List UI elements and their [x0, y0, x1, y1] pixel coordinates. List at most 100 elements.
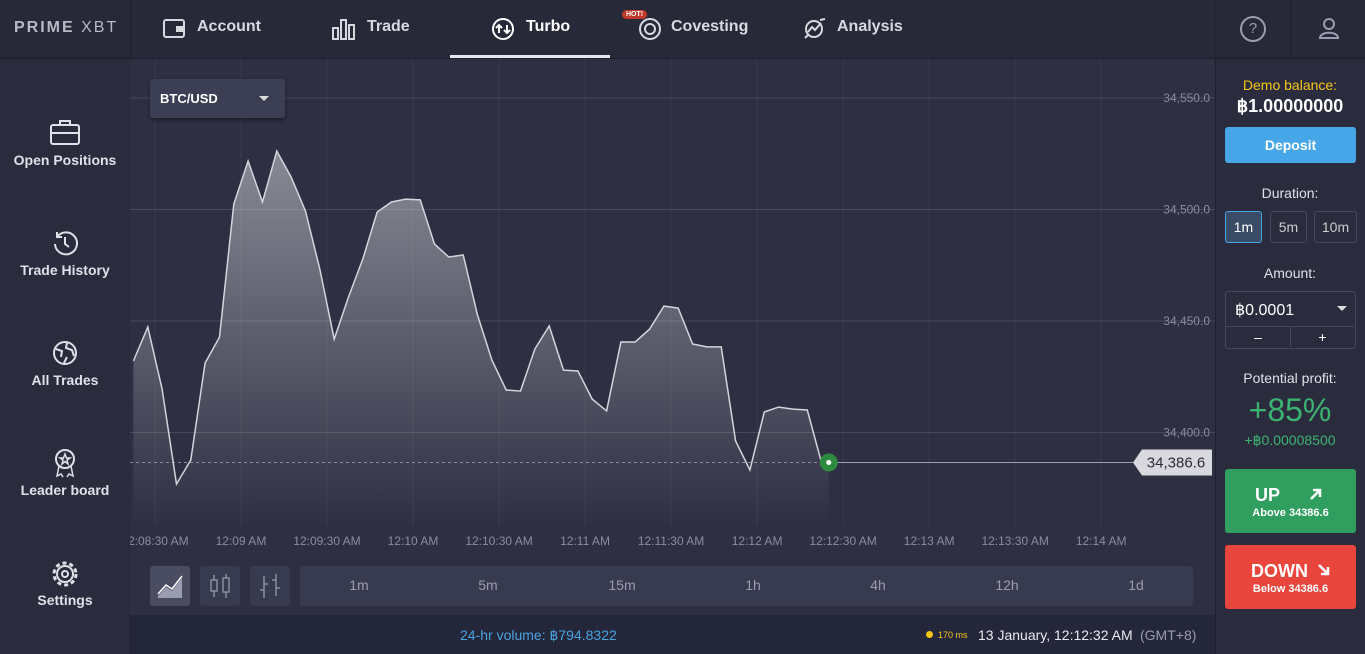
y-tick-label: 34,550.0 — [1163, 91, 1210, 105]
account-icon — [163, 19, 185, 38]
price-line — [132, 149, 829, 487]
logo[interactable]: PRIME XBT — [14, 19, 118, 37]
timeframe[interactable]: 5m — [478, 577, 498, 593]
y-tick-label: 34,500.0 — [1163, 203, 1210, 217]
positions-icon — [50, 120, 80, 145]
x-tick-label: 12:10:30 AM — [465, 534, 532, 548]
chart-type-line[interactable] — [150, 566, 190, 606]
divider — [1290, 327, 1291, 347]
chart-type-candle[interactable] — [200, 566, 240, 606]
balance: ฿1.00000000 — [1236, 96, 1344, 116]
analysis-icon — [804, 18, 826, 39]
tab-trade[interactable]: Trade — [367, 18, 410, 35]
settings-icon — [52, 561, 78, 587]
x-tick-label: 12:09:30 AM — [293, 534, 360, 548]
sidebar-item[interactable]: Open Positions — [13, 152, 117, 168]
candle-icon — [210, 574, 230, 598]
amount-box — [1225, 291, 1356, 349]
tab-analysis[interactable]: Analysis — [837, 18, 903, 35]
down-sub: Below 34386.6 — [1252, 583, 1329, 595]
chart-type-ohlc[interactable] — [250, 566, 290, 606]
timeframe[interactable]: 1m — [349, 577, 369, 593]
timeframe[interactable]: 1h — [745, 577, 761, 593]
divider — [1290, 0, 1291, 58]
caret — [1337, 306, 1347, 311]
current-point-core — [826, 459, 832, 465]
logo-suffix: XBT — [81, 19, 119, 36]
x-tick-label: 12:08:30 AM — [130, 534, 189, 548]
sidebar-item[interactable]: All Trades — [31, 372, 99, 388]
line-icon — [157, 575, 183, 598]
timeframe[interactable]: 4h — [870, 577, 886, 593]
footer — [131, 615, 1215, 654]
duration-option[interactable]: 10m — [1314, 211, 1357, 243]
tab-account[interactable]: Account — [197, 18, 261, 35]
up-arrow — [1310, 488, 1322, 500]
down-arrow — [1318, 564, 1330, 576]
trade-icon — [332, 19, 355, 40]
x-tick-label: 12:14 AM — [1076, 534, 1127, 548]
amount-input[interactable]: ฿0.0001 — [1235, 302, 1295, 319]
active-underline — [450, 55, 610, 58]
logo-brand: PRIME — [14, 19, 75, 36]
x-tick-label: 12:12:30 AM — [809, 534, 876, 548]
datetime: 13 January, 12:12:32 AM — [978, 627, 1133, 643]
profit-amount: +฿0.00008500 — [1244, 432, 1336, 448]
trades-icon — [53, 341, 77, 365]
x-tick-label: 12:10 AM — [388, 534, 439, 548]
tab-turbo[interactable]: Turbo — [526, 18, 571, 35]
hot-badge: HOT! — [622, 10, 648, 19]
deposit-button[interactable]: Deposit — [1225, 127, 1356, 163]
x-tick-label: 12:12 AM — [732, 534, 783, 548]
duration-option[interactable]: 5m — [1270, 211, 1307, 243]
profit-label: Potential profit: — [1243, 370, 1337, 386]
up-button[interactable]: UP Above 34386.6 — [1225, 469, 1356, 533]
down-label: DOWN — [1251, 561, 1308, 581]
area-fill — [133, 151, 829, 526]
divider — [1226, 326, 1354, 327]
pair-selector[interactable]: BTC/USD — [150, 79, 285, 118]
turbo-icon — [492, 18, 514, 40]
x-tick-label: 12:11:30 AM — [638, 534, 705, 548]
divider — [1214, 0, 1215, 58]
sidebar-item[interactable]: Leader board — [20, 482, 110, 498]
user-button[interactable] — [1317, 16, 1341, 40]
sidebar — [0, 59, 131, 654]
up-sub: Above 34386.6 — [1252, 507, 1329, 519]
latency-dot — [926, 631, 933, 638]
timeframe-bar — [300, 566, 1193, 606]
timeframe[interactable]: 12h — [995, 577, 1019, 593]
duration-label: Duration: — [1261, 185, 1319, 201]
sidebar-item[interactable]: Trade History — [20, 262, 110, 278]
price-tag-label: 34,386.6 — [1147, 454, 1205, 471]
top-nav — [0, 0, 1365, 59]
x-tick-label: 12:13:30 AM — [981, 534, 1048, 548]
ohlc-icon — [260, 574, 280, 598]
help-button[interactable]: ? — [1240, 16, 1266, 42]
balance-label: Demo balance: — [1242, 77, 1338, 93]
y-tick-label: 34,400.0 — [1163, 426, 1210, 440]
timeframe[interactable]: 15m — [608, 577, 636, 593]
covesting-icon — [639, 18, 661, 40]
x-tick-label: 12:13 AM — [904, 534, 955, 548]
profit-percent: +85% — [1248, 392, 1332, 428]
x-tick-label: 12:09 AM — [216, 534, 267, 548]
pair-label: BTC/USD — [160, 91, 218, 106]
down-button[interactable]: DOWN Below 34386.6 — [1225, 545, 1356, 609]
latency: 170 ms — [938, 630, 968, 640]
volume: 24-hr volume: ฿794.8322 — [460, 627, 617, 643]
duration-option[interactable]: 1m — [1225, 211, 1262, 243]
timeframe[interactable]: 1d — [1128, 577, 1144, 593]
x-tick-label: 12:11 AM — [560, 534, 610, 548]
sidebar-item[interactable]: Settings — [37, 592, 93, 608]
amount-label: Amount: — [1263, 265, 1317, 281]
tab-covesting[interactable]: Covesting — [671, 18, 749, 35]
divider — [130, 0, 131, 58]
history-icon — [54, 231, 78, 256]
y-tick-label: 34,450.0 — [1163, 314, 1210, 328]
amount-minus[interactable]: – — [1254, 329, 1262, 345]
timezone: (GMT+8) — [1140, 627, 1197, 643]
amount-plus[interactable]: + — [1318, 329, 1327, 345]
price-tag — [1133, 449, 1212, 476]
